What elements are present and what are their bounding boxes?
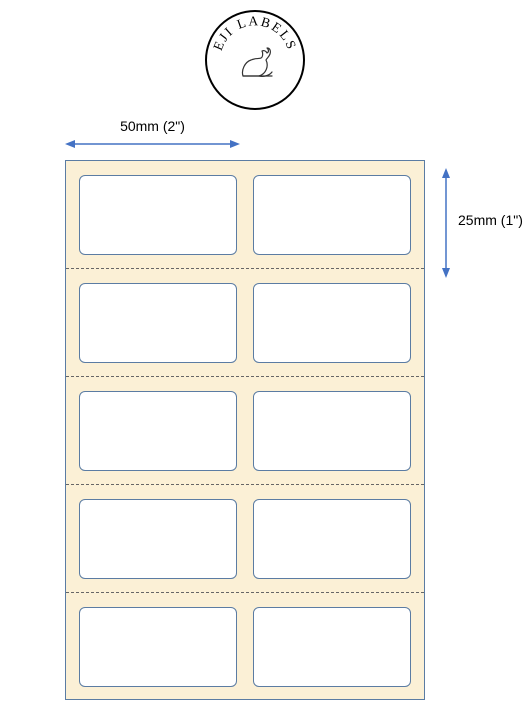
label-cell	[79, 607, 237, 687]
height-dimension-arrow	[438, 168, 454, 278]
fox-icon	[233, 40, 277, 84]
brand-logo: EJI LABELS	[205, 10, 305, 110]
label-cell	[79, 499, 237, 579]
label-sheet	[65, 160, 425, 700]
label-cell	[253, 391, 411, 471]
label-row	[66, 269, 424, 377]
logo-circle: EJI LABELS	[205, 10, 305, 110]
label-cell	[253, 175, 411, 255]
label-cell	[253, 499, 411, 579]
label-row	[66, 161, 424, 269]
label-row	[66, 377, 424, 485]
label-cell	[253, 607, 411, 687]
height-dimension: 25mm (1")	[438, 168, 528, 278]
width-dimension-label: 50mm (2")	[65, 118, 240, 134]
label-row	[66, 485, 424, 593]
height-dimension-label: 25mm (1")	[458, 212, 523, 228]
label-cell	[79, 391, 237, 471]
width-dimension: 50mm (2")	[65, 118, 240, 154]
label-cell	[79, 283, 237, 363]
label-cell	[79, 175, 237, 255]
label-cell	[253, 283, 411, 363]
width-dimension-arrow	[65, 136, 240, 152]
label-row	[66, 593, 424, 701]
